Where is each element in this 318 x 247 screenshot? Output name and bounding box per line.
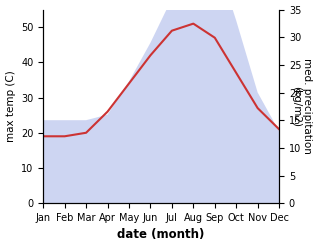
X-axis label: date (month): date (month) xyxy=(117,228,205,242)
Y-axis label: med. precipitation
(kg/m2): med. precipitation (kg/m2) xyxy=(291,59,313,154)
Y-axis label: max temp (C): max temp (C) xyxy=(5,70,16,142)
